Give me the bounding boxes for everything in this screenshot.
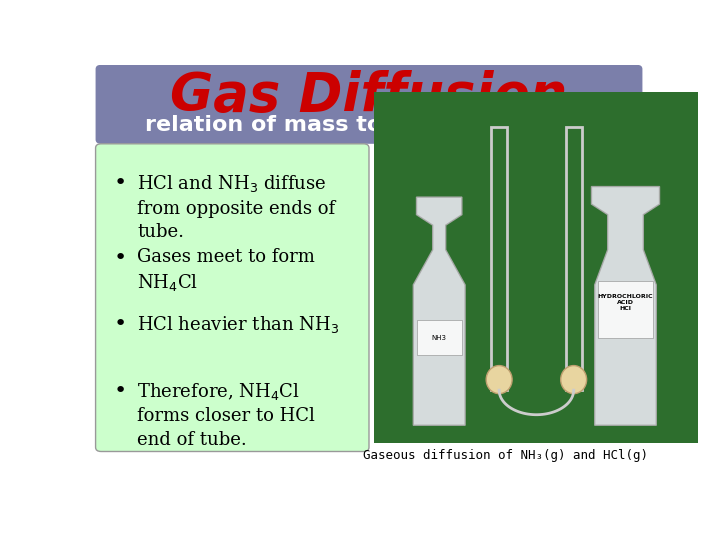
Text: Gases meet to form
NH$_4$Cl: Gases meet to form NH$_4$Cl (138, 248, 315, 293)
Text: Therefore, NH$_4$Cl
forms closer to HCl
end of tube.: Therefore, NH$_4$Cl forms closer to HCl … (138, 381, 315, 449)
Text: HCl and NH$_3$ diffuse
from opposite ends of
tube.: HCl and NH$_3$ diffuse from opposite end… (138, 173, 336, 241)
Bar (417, 320, 462, 355)
Circle shape (561, 366, 587, 394)
Polygon shape (592, 186, 660, 426)
Text: relation of mass to rate of diffusion: relation of mass to rate of diffusion (145, 115, 593, 135)
Text: NH3: NH3 (432, 334, 446, 341)
Bar (598, 281, 653, 338)
FancyBboxPatch shape (96, 65, 642, 144)
Polygon shape (413, 197, 465, 426)
Text: •: • (114, 314, 127, 334)
Text: •: • (114, 173, 127, 193)
Text: Gaseous diffusion of NH₃(g) and HCl(g): Gaseous diffusion of NH₃(g) and HCl(g) (363, 449, 648, 462)
Bar (491, 127, 507, 390)
Text: Gas Diffusion: Gas Diffusion (171, 70, 567, 122)
FancyBboxPatch shape (96, 144, 369, 451)
Text: HYDROCHLORIC
ACID
HCl: HYDROCHLORIC ACID HCl (598, 294, 653, 310)
Bar (566, 127, 582, 390)
Text: •: • (114, 248, 127, 268)
Text: •: • (114, 381, 127, 401)
Text: HCl heavier than NH$_3$: HCl heavier than NH$_3$ (138, 314, 340, 335)
Circle shape (486, 366, 512, 394)
